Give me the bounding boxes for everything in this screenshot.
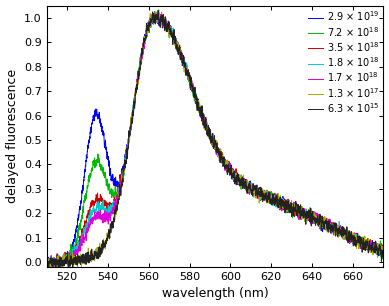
1.8 × 10$^{18}$	[101, 206, 106, 210]
Legend: 2.9 × 10$^{19}$, 7.2 × 10$^{18}$, 3.5 × 10$^{18}$, 1.8 × 10$^{18}$, 1.7 × 10$^{1: 2.9 × 10$^{19}$, 7.2 × 10$^{18}$, 3.5 × …	[308, 9, 380, 116]
6.3 × 10$^{15}$	[381, 258, 386, 262]
1.8 × 10$^{18}$	[338, 228, 343, 232]
2.9 × 10$^{19}$	[375, 250, 379, 254]
1.3 × 10$^{17}$	[42, 254, 47, 258]
7.2 × 10$^{18}$	[338, 224, 343, 227]
1.7 × 10$^{18}$	[42, 265, 47, 268]
3.5 × 10$^{18}$	[101, 200, 106, 204]
1.3 × 10$^{17}$	[156, 8, 161, 12]
6.3 × 10$^{15}$	[338, 232, 343, 235]
6.3 × 10$^{15}$	[42, 260, 47, 263]
1.3 × 10$^{17}$	[172, 40, 177, 44]
3.5 × 10$^{18}$	[81, 229, 86, 232]
7.2 × 10$^{18}$	[187, 82, 192, 85]
2.9 × 10$^{19}$	[172, 42, 177, 46]
Line: 1.3 × 10$^{17}$: 1.3 × 10$^{17}$	[45, 10, 384, 269]
1.7 × 10$^{18}$	[187, 79, 192, 83]
3.5 × 10$^{18}$	[338, 231, 343, 234]
6.3 × 10$^{15}$	[172, 42, 177, 45]
7.2 × 10$^{18}$	[152, 10, 157, 13]
7.2 × 10$^{18}$	[381, 248, 386, 251]
7.2 × 10$^{18}$	[81, 208, 86, 212]
Line: 3.5 × 10$^{18}$: 3.5 × 10$^{18}$	[45, 14, 384, 267]
Line: 6.3 × 10$^{15}$: 6.3 × 10$^{15}$	[45, 10, 384, 271]
2.9 × 10$^{19}$	[381, 248, 386, 252]
7.2 × 10$^{18}$	[101, 173, 106, 177]
3.5 × 10$^{18}$	[42, 258, 47, 262]
1.7 × 10$^{18}$	[81, 238, 86, 242]
1.8 × 10$^{18}$	[375, 247, 379, 251]
1.7 × 10$^{18}$	[101, 217, 106, 221]
1.3 × 10$^{17}$	[338, 231, 343, 235]
1.3 × 10$^{17}$	[187, 79, 192, 83]
6.3 × 10$^{15}$	[375, 245, 379, 249]
7.2 × 10$^{18}$	[42, 260, 47, 264]
1.8 × 10$^{18}$	[51, 267, 56, 271]
6.3 × 10$^{15}$	[101, 245, 106, 249]
1.3 × 10$^{17}$	[381, 253, 386, 257]
Line: 1.7 × 10$^{18}$: 1.7 × 10$^{18}$	[45, 13, 384, 268]
1.7 × 10$^{18}$	[375, 247, 379, 250]
1.7 × 10$^{18}$	[152, 12, 157, 15]
2.9 × 10$^{19}$	[338, 228, 343, 232]
3.5 × 10$^{18}$	[375, 250, 379, 253]
Line: 7.2 × 10$^{18}$: 7.2 × 10$^{18}$	[45, 12, 384, 270]
7.2 × 10$^{18}$	[50, 268, 54, 271]
1.3 × 10$^{17}$	[81, 256, 86, 259]
3.5 × 10$^{18}$	[187, 73, 192, 76]
3.5 × 10$^{18}$	[43, 265, 48, 269]
2.9 × 10$^{19}$	[187, 80, 192, 84]
Line: 2.9 × 10$^{19}$: 2.9 × 10$^{19}$	[45, 12, 384, 269]
6.3 × 10$^{15}$	[187, 76, 192, 80]
7.2 × 10$^{18}$	[375, 250, 379, 254]
7.2 × 10$^{18}$	[172, 37, 177, 41]
6.3 × 10$^{15}$	[70, 269, 75, 273]
Y-axis label: delayed fluorescence: delayed fluorescence	[5, 69, 19, 203]
3.5 × 10$^{18}$	[381, 244, 386, 248]
1.7 × 10$^{18}$	[338, 226, 343, 230]
1.7 × 10$^{18}$	[381, 245, 386, 249]
2.9 × 10$^{19}$	[101, 134, 106, 138]
Line: 1.8 × 10$^{18}$: 1.8 × 10$^{18}$	[45, 12, 384, 269]
6.3 × 10$^{15}$	[81, 255, 86, 259]
1.3 × 10$^{17}$	[101, 237, 106, 241]
1.3 × 10$^{17}$	[54, 267, 59, 271]
2.9 × 10$^{19}$	[81, 183, 86, 187]
2.9 × 10$^{19}$	[42, 258, 47, 262]
1.8 × 10$^{18}$	[381, 252, 386, 256]
1.8 × 10$^{18}$	[187, 73, 192, 77]
3.5 × 10$^{18}$	[155, 12, 159, 16]
1.3 × 10$^{17}$	[375, 251, 379, 254]
1.8 × 10$^{18}$	[154, 10, 158, 14]
2.9 × 10$^{19}$	[154, 10, 159, 14]
1.7 × 10$^{18}$	[51, 266, 56, 270]
3.5 × 10$^{18}$	[172, 38, 177, 42]
1.8 × 10$^{18}$	[172, 40, 177, 43]
1.8 × 10$^{18}$	[81, 229, 86, 232]
2.9 × 10$^{19}$	[45, 267, 50, 271]
1.8 × 10$^{18}$	[42, 263, 47, 266]
1.7 × 10$^{18}$	[172, 34, 177, 38]
X-axis label: wavelength (nm): wavelength (nm)	[162, 287, 268, 300]
6.3 × 10$^{15}$	[156, 9, 160, 12]
